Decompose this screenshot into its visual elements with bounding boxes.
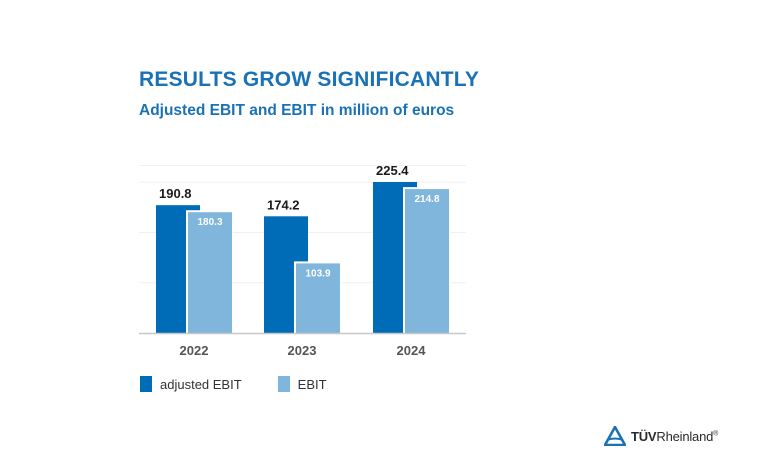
logo-wordmark: TÜVRheinland® (631, 429, 718, 444)
legend-item-ebit: EBIT (277, 376, 327, 392)
logo-registered-mark: ® (713, 430, 719, 438)
legend-item-adjusted-ebit: adjusted EBIT (140, 376, 242, 392)
tuv-rheinland-logo: TÜVRheinland® (604, 426, 718, 446)
legend: adjusted EBIT EBIT (140, 376, 363, 392)
data-label-adjusted-ebit-2022: 190.8 (159, 186, 192, 201)
triangle-logo-icon (604, 426, 626, 446)
legend-swatch-ebit (277, 376, 290, 392)
data-label-ebit-2024: 214.8 (414, 194, 439, 205)
chart-title: RESULTS GROW SIGNIFICANTLY (139, 68, 480, 91)
legend-label-adjusted-ebit: adjusted EBIT (160, 376, 242, 392)
bar-ebit-2022 (188, 212, 232, 333)
logo-brand-bold: TÜV (631, 428, 657, 444)
data-label-adjusted-ebit-2024: 225.4 (376, 163, 409, 178)
legend-swatch-adjusted-ebit (140, 376, 152, 392)
data-label-ebit-2023: 103.9 (305, 268, 330, 279)
bar-ebit-2024 (405, 189, 449, 333)
data-label-ebit-2022: 180.3 (197, 217, 222, 228)
x-tick-label-2023: 2023 (288, 343, 317, 358)
bar-ebit-2023 (296, 263, 340, 333)
x-tick-label-2022: 2022 (180, 343, 209, 358)
legend-label-ebit: EBIT (297, 376, 327, 392)
x-tick-label-2024: 2024 (397, 343, 427, 358)
data-label-adjusted-ebit-2023: 174.2 (267, 197, 300, 212)
chart-subtitle: Adjusted EBIT and EBIT in million of eur… (139, 102, 455, 119)
logo-brand-regular: Rheinland (656, 428, 714, 444)
